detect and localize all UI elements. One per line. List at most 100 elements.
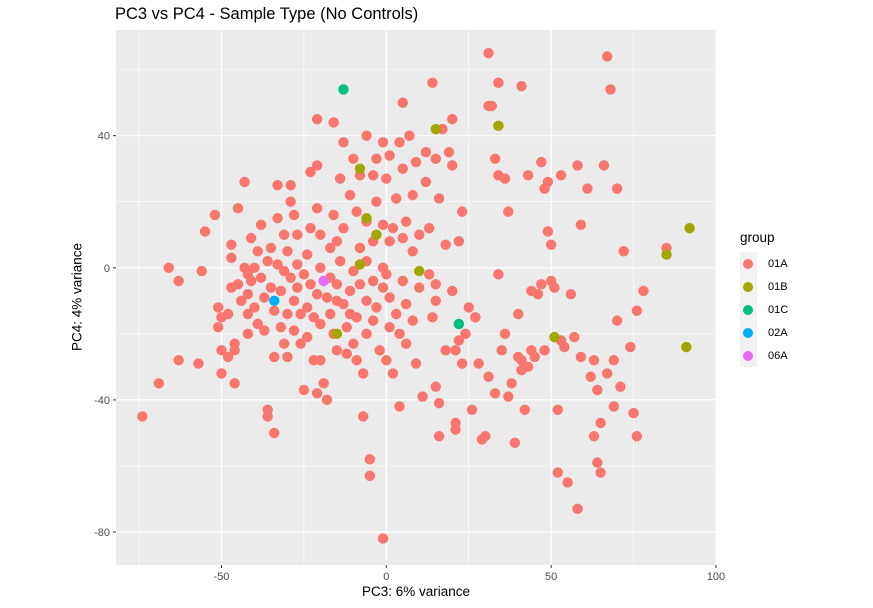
- data-point-01a: [552, 467, 563, 478]
- data-point-01a: [536, 156, 547, 168]
- data-point-01a: [232, 279, 244, 290]
- data-point-01a: [407, 246, 418, 257]
- data-point-01a: [440, 345, 451, 356]
- data-point-01a: [242, 288, 254, 300]
- data-point-01a: [288, 295, 300, 307]
- data-point-01a: [348, 265, 359, 277]
- data-point-01a: [463, 302, 474, 313]
- data-point-01a: [407, 189, 418, 201]
- data-point-01a: [354, 279, 366, 290]
- data-point-01a: [631, 431, 643, 442]
- x-tick-label: -50: [214, 571, 230, 583]
- data-point-01a: [387, 368, 399, 379]
- data-point-01a: [255, 272, 267, 283]
- data-point-01b: [414, 265, 425, 277]
- data-point-01a: [249, 302, 260, 313]
- data-point-01a: [245, 232, 257, 244]
- data-point-01a: [572, 503, 583, 515]
- data-point-01a: [278, 338, 290, 349]
- data-point-01a: [542, 176, 554, 188]
- data-point-01a: [519, 404, 530, 415]
- data-point-01a: [489, 153, 501, 164]
- data-point-01a: [420, 146, 432, 158]
- data-point-01b: [493, 120, 504, 131]
- data-point-01a: [430, 295, 441, 307]
- data-point-01a: [381, 355, 392, 366]
- data-point-01a: [529, 351, 540, 363]
- data-point-01a: [292, 282, 303, 293]
- legend-title: group: [740, 230, 775, 245]
- data-point-01a: [453, 236, 465, 247]
- data-point-01a: [351, 312, 362, 323]
- data-point-01a: [371, 302, 382, 313]
- data-point-01a: [137, 411, 148, 422]
- data-point-01a: [265, 282, 277, 293]
- data-point-01a: [338, 137, 349, 148]
- data-point-01a: [381, 173, 392, 184]
- data-point-01a: [259, 325, 270, 336]
- minor-gridlines: [116, 30, 716, 565]
- legend: group 01A 01B 01C 02A 06A: [740, 230, 788, 367]
- data-point-01a: [302, 249, 313, 260]
- data-point-01a: [565, 288, 577, 300]
- data-point-01a: [295, 338, 306, 349]
- data-point-01a: [433, 397, 445, 409]
- data-point-01a: [489, 388, 501, 399]
- data-point-01a: [318, 378, 329, 389]
- data-point-01a: [456, 206, 468, 217]
- data-point-01a: [311, 288, 323, 300]
- data-point-01a: [252, 246, 263, 257]
- data-point-01a: [397, 163, 409, 174]
- data-point-01a: [269, 305, 280, 316]
- data-point-01a: [532, 288, 544, 300]
- data-point-01a: [417, 391, 428, 402]
- data-point-01a: [311, 203, 323, 214]
- legend-item-06a: 06A: [740, 344, 788, 367]
- data-point-01a: [262, 255, 273, 267]
- data-point-01a: [394, 137, 405, 148]
- data-point-01a: [272, 259, 283, 270]
- data-point-01a: [262, 411, 273, 422]
- data-point-01a: [638, 285, 649, 297]
- data-point-01a: [595, 417, 606, 429]
- data-point-01a: [460, 328, 471, 340]
- data-point-01a: [391, 193, 402, 204]
- data-point-01a: [259, 292, 270, 303]
- data-point-01a: [443, 146, 455, 158]
- data-point-01a: [305, 166, 316, 178]
- data-point-01a: [588, 431, 600, 442]
- data-point-01a: [447, 285, 458, 297]
- data-point-01a: [282, 246, 293, 257]
- data-point-01a: [265, 242, 277, 254]
- data-point-01a: [153, 378, 165, 389]
- legend-item-01c: 01C: [740, 298, 788, 321]
- data-point-01a: [252, 318, 263, 330]
- y-tick-label: 0: [104, 263, 110, 275]
- data-point-01a: [321, 292, 333, 303]
- data-point-01a: [278, 265, 290, 277]
- data-point-01a: [628, 407, 639, 419]
- data-point-01b: [371, 229, 382, 240]
- data-point-01a: [288, 209, 300, 221]
- data-point-06a: [318, 275, 329, 287]
- data-point-01a: [397, 275, 409, 287]
- data-point-01a: [193, 358, 204, 369]
- data-point-01a: [292, 259, 303, 270]
- data-point-01a: [272, 213, 283, 224]
- data-point-01a: [242, 328, 254, 340]
- data-point-02a: [269, 295, 280, 307]
- data-point-01a: [536, 279, 547, 290]
- data-point-01a: [302, 331, 313, 343]
- data-point-01a: [199, 226, 211, 237]
- y-tick-label: -80: [94, 527, 110, 539]
- data-point-01a: [325, 242, 336, 254]
- data-point-01a: [447, 113, 458, 125]
- data-point-01a: [216, 368, 227, 379]
- data-point-01a: [394, 401, 405, 412]
- data-point-01a: [367, 170, 379, 181]
- data-point-01b: [430, 123, 441, 135]
- data-point-01a: [275, 322, 287, 333]
- data-point-01a: [288, 325, 300, 336]
- data-point-01a: [430, 279, 441, 290]
- data-point-01a: [430, 381, 441, 392]
